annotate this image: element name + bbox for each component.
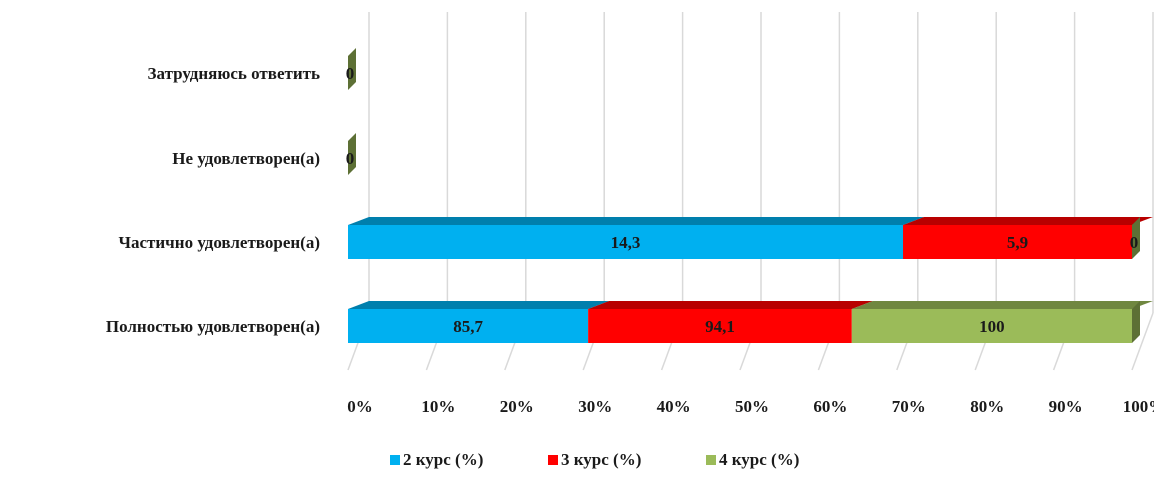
legend-swatch	[390, 455, 400, 465]
x-tick-label: 50%	[735, 397, 769, 416]
data-label: 0	[346, 64, 355, 83]
data-label: 94,1	[705, 317, 735, 336]
data-label: 0	[1130, 233, 1139, 252]
legend-swatch	[548, 455, 558, 465]
category-label: Затрудняюсь ответить	[148, 64, 320, 83]
bar-top	[348, 301, 610, 309]
x-tick-label: 0%	[347, 397, 373, 416]
grid-layer: 0% 10% 20% 30% 40% 50% 60% 70% 80% 90% 100%	[347, 12, 1154, 416]
x-tick-label: 100%	[1123, 397, 1154, 416]
category-label: Частично удовлетворен(а)	[119, 233, 320, 252]
bar-top	[903, 217, 1153, 225]
x-tick-label: 40%	[657, 397, 691, 416]
bars-layer	[348, 48, 1153, 343]
x-tick-label: 20%	[500, 397, 534, 416]
data-label: 100	[979, 317, 1005, 336]
bar-segment	[348, 309, 589, 343]
data-label: 0	[346, 149, 355, 168]
labels-layer: Полностью удовлетворен(а) Частично удовле…	[106, 64, 1138, 336]
category-label: Полностью удовлетворен(а)	[106, 317, 320, 336]
floor-line	[1131, 312, 1154, 371]
legend: 2 курс (%) 3 курс (%) 4 курс (%)	[390, 450, 799, 469]
data-label: 14,3	[611, 233, 641, 252]
x-tick-label: 80%	[970, 397, 1004, 416]
legend-label: 3 курс (%)	[561, 450, 641, 469]
legend-label: 2 курс (%)	[403, 450, 483, 469]
legend-label: 4 курс (%)	[719, 450, 799, 469]
data-label: 5,9	[1007, 233, 1028, 252]
bar-segment	[851, 309, 1132, 343]
x-tick-label: 60%	[813, 397, 847, 416]
bar-top	[851, 301, 1153, 309]
x-tick-label: 90%	[1049, 397, 1083, 416]
bar-end-cap	[348, 133, 356, 175]
bar-top	[348, 217, 925, 225]
bar-end-cap	[1132, 217, 1140, 259]
bar-segment	[903, 225, 1132, 259]
bar-end-cap	[1132, 301, 1140, 343]
data-label: 85,7	[453, 317, 483, 336]
bar-segment	[588, 309, 852, 343]
bar-end-cap	[348, 48, 356, 90]
bar-segment	[348, 225, 904, 259]
category-label: Не удовлетворен(а)	[172, 149, 320, 168]
bar-top	[588, 301, 873, 309]
x-tick-label: 70%	[892, 397, 926, 416]
x-tick-label: 30%	[578, 397, 612, 416]
x-tick-label: 10%	[421, 397, 455, 416]
legend-swatch	[706, 455, 716, 465]
